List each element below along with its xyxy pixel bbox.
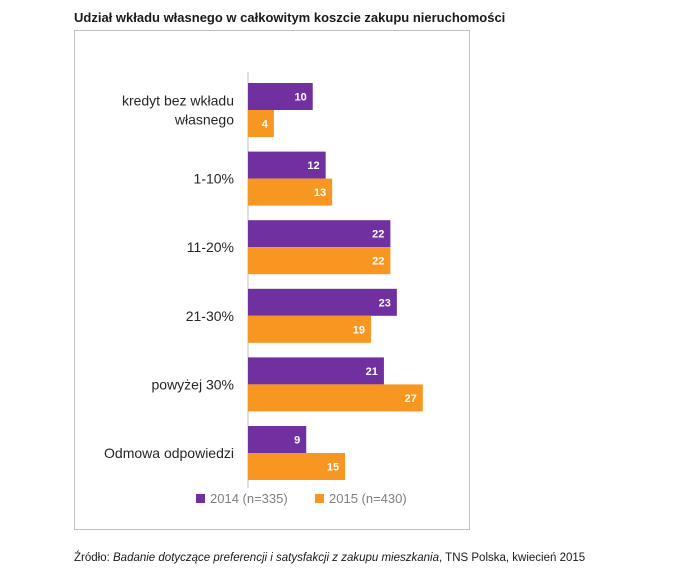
bar-2015 xyxy=(248,384,423,412)
bar-value-label: 15 xyxy=(327,462,339,474)
source-suffix: , TNS Polska, kwiecień 2015 xyxy=(439,552,586,564)
category-label: kredyt bez wkładu xyxy=(122,93,234,109)
bar-2014 xyxy=(248,151,326,179)
bar-value-label: 13 xyxy=(314,187,326,199)
bar-value-label: 19 xyxy=(353,324,365,336)
category-label: powyżej 30% xyxy=(152,376,235,392)
legend-label: 2014 (n=335) xyxy=(210,491,288,506)
bar-value-label: 22 xyxy=(372,256,384,268)
bar-value-label: 21 xyxy=(366,366,378,378)
category-label: 1-10% xyxy=(194,171,234,187)
bar-2014 xyxy=(248,357,384,385)
category-label: 21-30% xyxy=(186,308,234,324)
legend-swatch xyxy=(196,494,205,503)
bar-value-label: 9 xyxy=(294,435,300,447)
bar-2014 xyxy=(248,83,313,110)
bar-value-label: 27 xyxy=(405,393,417,405)
chart-frame xyxy=(74,30,470,530)
source-prefix: Źródło: xyxy=(74,552,113,564)
bar-value-label: 4 xyxy=(262,119,269,131)
chart-title: Udział wkładu własnego w całkowitym kosz… xyxy=(74,10,506,25)
source-note: Źródło: Badanie dotyczące preferencji i … xyxy=(74,552,585,564)
bar-2015 xyxy=(248,453,346,480)
bar-2014 xyxy=(248,288,397,316)
bar-2015 xyxy=(248,178,333,206)
legend-swatch xyxy=(315,494,324,503)
bar-2015 xyxy=(248,247,391,275)
bar-2015 xyxy=(248,110,274,137)
legend-label: 2015 (n=430) xyxy=(329,491,407,506)
bar-2015 xyxy=(248,315,371,343)
bar-2014 xyxy=(248,426,307,453)
category-label: własnego xyxy=(174,112,234,128)
category-label: 11-20% xyxy=(187,239,234,255)
bar-value-label: 12 xyxy=(307,160,319,172)
bar-2014 xyxy=(248,220,391,248)
bar-value-label: 22 xyxy=(372,229,384,241)
bar-value-label: 10 xyxy=(294,92,306,104)
category-label: Odmowa odpowiedzi xyxy=(104,445,234,461)
source-title: Badanie dotyczące preferencji i satysfak… xyxy=(113,552,439,564)
bar-value-label: 23 xyxy=(379,297,391,309)
